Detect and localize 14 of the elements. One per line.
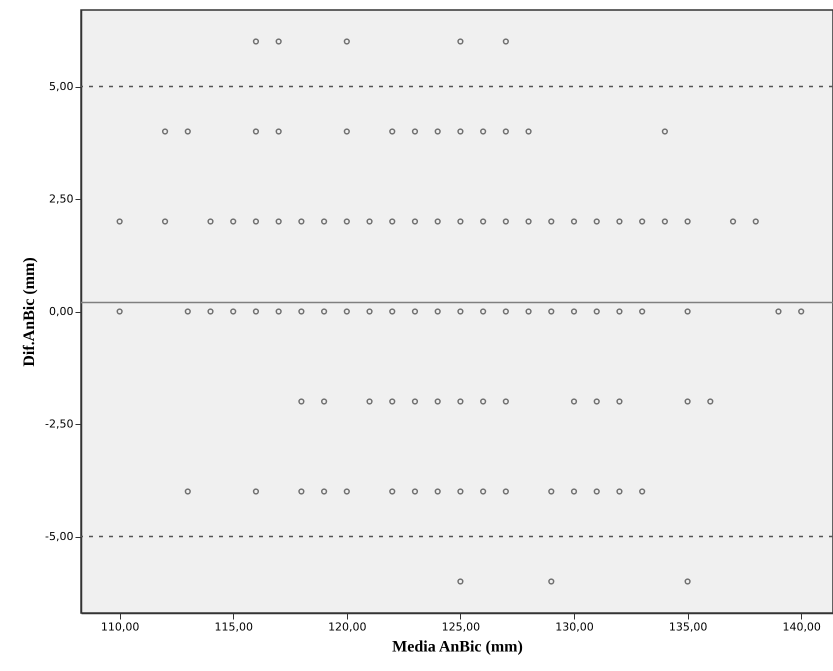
- x-tick-label: 140,00: [782, 620, 821, 634]
- x-tick-label: 135,00: [668, 620, 708, 634]
- x-tick-label: 115,00: [214, 620, 253, 634]
- y-tick-label: 2,50: [49, 192, 74, 206]
- x-tick-label: 130,00: [555, 620, 594, 634]
- y-axis-title: Dif.AnBic (mm): [21, 257, 38, 367]
- x-tick-label: 125,00: [442, 620, 480, 634]
- x-tick-label: 120,00: [328, 620, 367, 634]
- x-axis-title: Media AnBic (mm): [392, 638, 523, 656]
- x-tick-label: 110,00: [100, 620, 140, 634]
- y-tick-label: -5,00: [45, 530, 74, 543]
- y-tick-label: 5,00: [49, 80, 74, 93]
- y-tick-label: -2,50: [45, 418, 74, 430]
- y-tick-label: 0,00: [49, 305, 74, 318]
